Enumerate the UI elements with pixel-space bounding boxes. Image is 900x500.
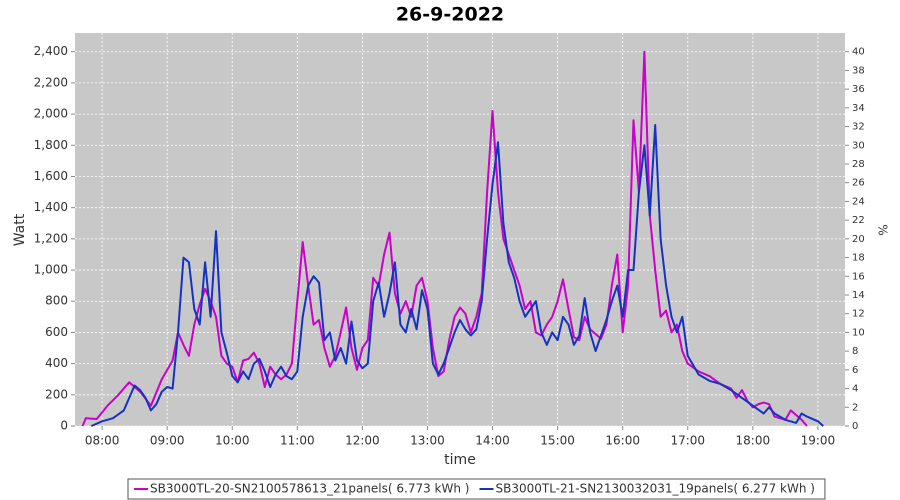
x-tick-label: 09:00 bbox=[150, 434, 185, 448]
x-tick-label: 15:00 bbox=[540, 434, 575, 448]
y-axis-label: Watt bbox=[12, 213, 28, 246]
y-tick-label: 0 bbox=[60, 419, 68, 433]
y2-tick-label: 8 bbox=[852, 346, 858, 357]
y-tick-label: 200 bbox=[45, 387, 68, 401]
y2-tick-label: 10 bbox=[852, 327, 865, 338]
x-tick-label: 18:00 bbox=[736, 434, 771, 448]
y-tick-label: 600 bbox=[45, 325, 68, 339]
chart-title: 26-9-2022 bbox=[396, 4, 504, 26]
legend: SB3000TL-20-SN2100578613_21panels( 6.773… bbox=[127, 478, 826, 500]
x-tick-label: 12:00 bbox=[345, 434, 380, 448]
y-tick-label: 1,400 bbox=[34, 200, 68, 214]
x-tick-label: 08:00 bbox=[85, 434, 120, 448]
y-tick-label: 1,200 bbox=[34, 231, 68, 245]
x-tick-label: 19:00 bbox=[801, 434, 836, 448]
y-tick-label: 1,600 bbox=[34, 169, 68, 183]
legend-label: SB3000TL-21-SN2130032031_19panels( 6.277… bbox=[495, 482, 814, 496]
y2-tick-label: 2 bbox=[852, 402, 858, 413]
y2-tick-label: 26 bbox=[852, 178, 865, 189]
plot-area bbox=[75, 33, 845, 426]
y2-tick-label: 40 bbox=[852, 47, 865, 58]
x-tick-label: 16:00 bbox=[605, 434, 640, 448]
legend-box bbox=[127, 478, 826, 500]
y-tick-label: 2,200 bbox=[34, 75, 68, 89]
y2-tick-label: 32 bbox=[852, 122, 865, 133]
y2-tick-label: 30 bbox=[852, 140, 865, 151]
x-tick-label: 13:00 bbox=[410, 434, 445, 448]
x-tick-label: 10:00 bbox=[215, 434, 250, 448]
y2-tick-label: 34 bbox=[852, 103, 865, 114]
y-tick-label: 2,000 bbox=[34, 107, 68, 121]
y-tick-label: 400 bbox=[45, 356, 68, 370]
y2-tick-label: 12 bbox=[852, 309, 865, 320]
grid bbox=[71, 33, 849, 430]
x-axis-label: time bbox=[444, 452, 476, 468]
y-tick-label: 800 bbox=[45, 294, 68, 308]
y2-tick-label: 36 bbox=[852, 84, 865, 95]
y2-tick-label: 6 bbox=[852, 365, 858, 376]
y2-tick-label: 24 bbox=[852, 196, 865, 207]
y2-tick-label: 16 bbox=[852, 271, 865, 282]
legend-label: SB3000TL-20-SN2100578613_21panels( 6.773… bbox=[150, 482, 469, 496]
y2-axis-label: % bbox=[876, 224, 890, 235]
y2-tick-label: 38 bbox=[852, 65, 865, 76]
series-line bbox=[90, 124, 824, 427]
y2-tick-label: 14 bbox=[852, 290, 865, 301]
y2-tick-label: 18 bbox=[852, 253, 865, 264]
x-tick-label: 14:00 bbox=[475, 434, 510, 448]
y2-tick-label: 22 bbox=[852, 215, 865, 226]
y2-tick-label: 28 bbox=[852, 159, 865, 170]
y-tick-label: 1,800 bbox=[34, 138, 68, 152]
x-tick-label: 17:00 bbox=[670, 434, 705, 448]
x-tick-label: 11:00 bbox=[280, 434, 315, 448]
lines bbox=[81, 50, 824, 427]
y2-tick-label: 20 bbox=[852, 234, 865, 245]
y-tick-label: 2,400 bbox=[34, 44, 68, 58]
y2-tick-label: 4 bbox=[852, 384, 858, 395]
y2-tick-label: 0 bbox=[852, 421, 858, 432]
y-tick-label: 1,000 bbox=[34, 263, 68, 277]
